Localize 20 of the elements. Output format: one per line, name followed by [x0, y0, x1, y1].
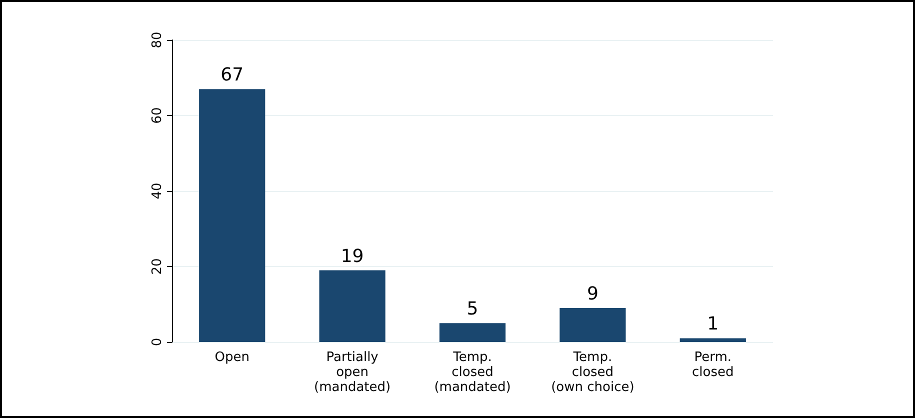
bar: [319, 270, 386, 342]
y-tick-label: 20: [150, 258, 165, 275]
y-tick-label: 80: [150, 32, 165, 48]
x-tick-label: Temp. closed (mandated): [434, 350, 511, 395]
data-label: 1: [707, 314, 719, 335]
x-tick-label: Perm. closed: [692, 350, 734, 380]
data-label: 5: [466, 298, 478, 320]
bar: [439, 323, 506, 342]
x-tick-label: Partially open (mandated): [314, 350, 391, 395]
y-tick-label: 60: [150, 107, 165, 124]
x-tick-label: Temp. closed (own choice): [551, 350, 634, 395]
y-tick-label: 0: [150, 338, 165, 346]
bar: [560, 308, 626, 342]
data-label: 67: [220, 64, 244, 86]
x-tick-label: Open: [214, 350, 250, 365]
bar: [680, 338, 746, 342]
data-label: 19: [340, 246, 364, 267]
data-label: 9: [586, 284, 598, 305]
bar: [199, 89, 266, 342]
y-tick-label: 40: [150, 182, 165, 200]
